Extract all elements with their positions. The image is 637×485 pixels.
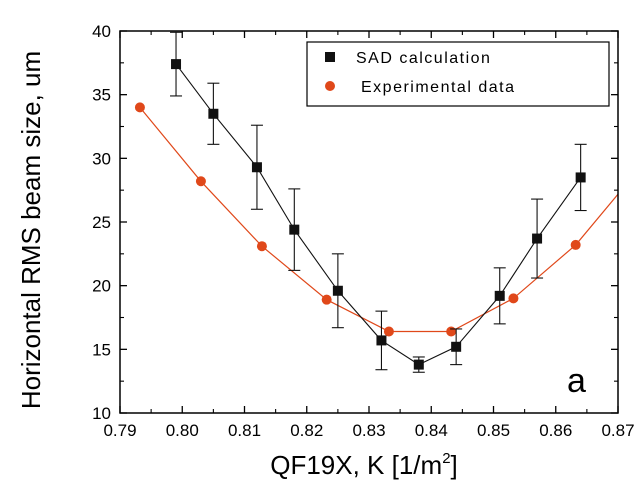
legend-label-sad: SAD calculation — [356, 50, 491, 67]
sad-point — [532, 233, 543, 244]
experimental-line — [139, 107, 618, 333]
x-tick-label: 0.79 — [103, 421, 136, 440]
y-tick-label: 20 — [92, 277, 111, 296]
sad-point — [171, 59, 182, 70]
sad-point — [376, 335, 387, 346]
experimental-point — [570, 239, 581, 250]
sad-point — [451, 341, 462, 352]
x-tick-label: 0.85 — [477, 421, 510, 440]
x-tick-label: 0.80 — [166, 421, 199, 440]
sad-point — [332, 285, 343, 296]
plot-area — [134, 31, 618, 373]
legend-marker-experimental — [325, 81, 335, 91]
legend-box — [306, 41, 610, 107]
sad-line — [175, 63, 582, 366]
experimental-point — [256, 241, 267, 252]
sad-point — [251, 162, 262, 173]
y-tick-label: 40 — [92, 22, 111, 41]
legend-marker-sad — [325, 52, 335, 62]
experimental-point — [383, 326, 394, 337]
panel-label: a — [567, 362, 586, 400]
experimental-point — [508, 293, 519, 304]
x-tick-label: 0.86 — [539, 421, 572, 440]
y-tick-label: 30 — [92, 149, 111, 168]
sad-point — [208, 108, 219, 119]
sad-point — [289, 224, 300, 235]
y-tick-label: 35 — [92, 86, 111, 105]
y-tick-label: 25 — [92, 213, 111, 232]
x-axis-title-close: ] — [451, 450, 458, 480]
axis-ticks: 0.79 0.80 0.81 0.82 0.83 0.84 0.85 0.86 0.87 10 15… — [92, 22, 634, 440]
y-tick-label: 10 — [92, 404, 111, 423]
sad-point — [575, 172, 586, 183]
sad-point — [413, 359, 424, 370]
y-axis-title-group: Horizontal RMS beam size, um — [16, 51, 46, 409]
experimental-point — [134, 102, 145, 113]
legend: SAD calculation Experimental data — [306, 41, 610, 107]
experimental-point — [446, 326, 457, 337]
experimental-point — [321, 294, 332, 305]
sad-point — [494, 290, 505, 301]
x-tick-label: 0.87 — [601, 421, 634, 440]
x-tick-label: 0.82 — [290, 421, 323, 440]
x-tick-label: 0.81 — [228, 421, 261, 440]
experimental-point — [195, 176, 206, 187]
x-axis-title-main: QF19X, K [1/m — [270, 450, 442, 480]
y-tick-label: 15 — [92, 340, 111, 359]
series-experimental — [134, 102, 618, 337]
series-sad — [170, 31, 587, 373]
x-axis-title: QF19X, K [1/m2] — [270, 450, 458, 480]
x-tick-label: 0.84 — [415, 421, 448, 440]
y-axis-title: Horizontal RMS beam size, um — [16, 51, 46, 409]
x-axis-title-sup: 2 — [442, 450, 450, 467]
legend-label-experimental: Experimental data — [361, 79, 515, 96]
x-tick-label: 0.83 — [352, 421, 385, 440]
